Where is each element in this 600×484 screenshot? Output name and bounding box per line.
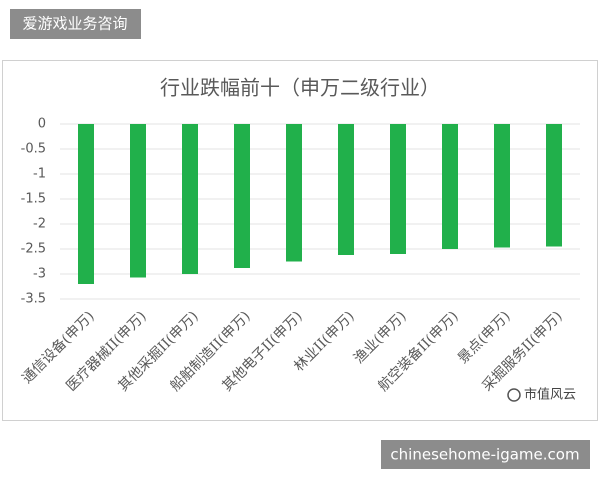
chart-title: 行业跌幅前十（申万二级行业）: [160, 76, 440, 100]
bar: [442, 124, 458, 249]
bar: [78, 124, 94, 284]
y-tick-label: 0: [38, 117, 46, 132]
y-tick-label: -1.5: [21, 192, 46, 207]
y-tick-label: -2: [33, 217, 46, 232]
y-tick-label: -3.5: [21, 292, 46, 307]
footer-box: [381, 440, 590, 469]
watermark: 市值风云: [524, 387, 576, 403]
y-tick-label: -3: [33, 267, 46, 282]
bar: [494, 124, 510, 248]
footer-label: chinesehome-igame.com: [390, 446, 579, 464]
bar: [338, 124, 354, 255]
y-tick-label: -1: [33, 167, 46, 182]
bar: [390, 124, 406, 254]
bar: [286, 124, 302, 262]
watermark-icon: [507, 388, 521, 402]
y-tick-label: -2.5: [21, 242, 46, 257]
header-box: [10, 9, 141, 39]
header-label: 爱游戏业务咨询: [22, 15, 127, 33]
bar: [130, 124, 146, 278]
bar: [182, 124, 198, 274]
bar: [546, 124, 562, 247]
y-tick-label: -0.5: [21, 142, 46, 157]
bar: [234, 124, 250, 268]
